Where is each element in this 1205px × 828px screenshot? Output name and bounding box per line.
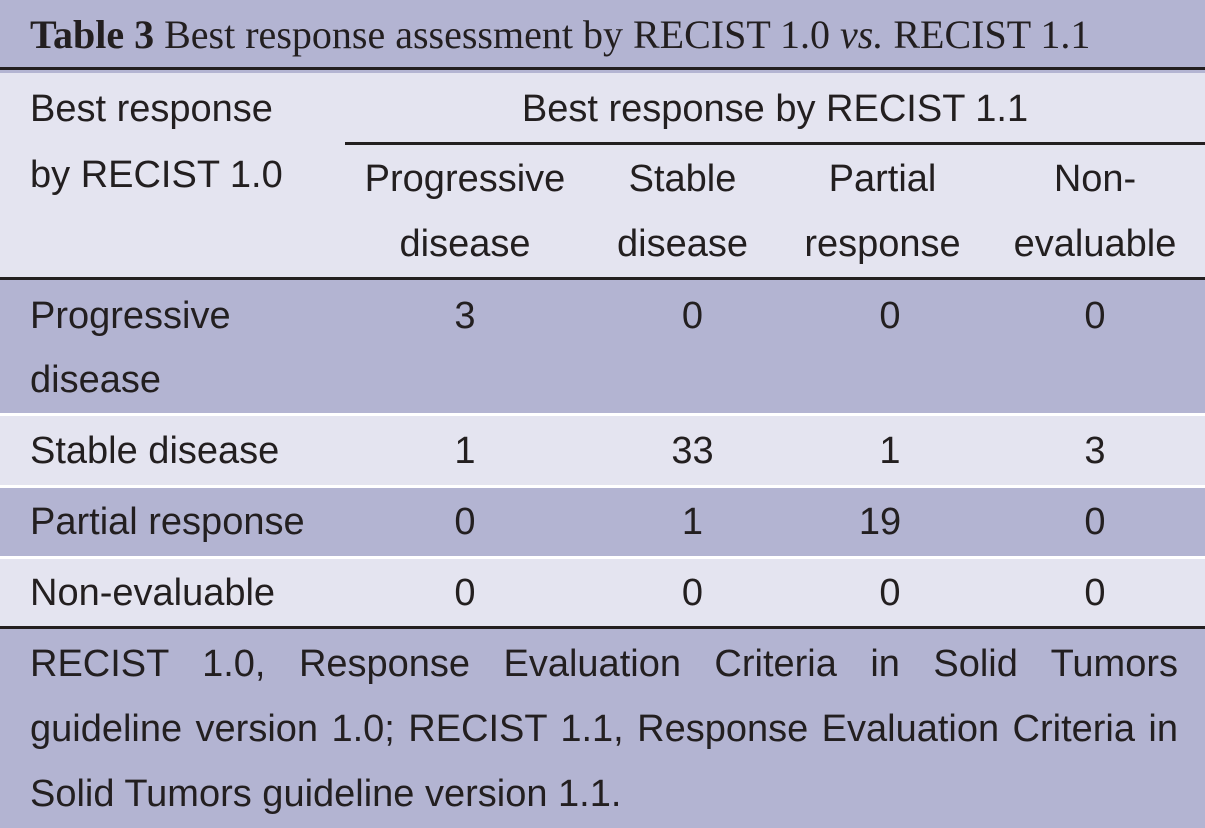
row-label: Stable disease xyxy=(30,430,280,472)
row-separator xyxy=(0,556,1205,559)
table-cell: 0 xyxy=(454,501,476,543)
column-group-rule xyxy=(345,142,1205,145)
row-separator xyxy=(0,485,1205,488)
row-band-4 xyxy=(0,559,1205,626)
table-cell: 3 xyxy=(1084,430,1106,472)
table-title-text-after: RECIST 1.1 xyxy=(893,12,1091,57)
column-header: Non- xyxy=(1053,158,1137,200)
table-cell: 0 xyxy=(879,572,901,614)
row-label: disease xyxy=(30,359,161,401)
table-cell: 3 xyxy=(454,295,476,337)
row-band-1 xyxy=(0,280,1205,413)
table-footnote: RECIST 1.0, Response Evaluation Criteria… xyxy=(30,643,1178,815)
table-cell: 0 xyxy=(681,572,704,614)
header-bottom-rule xyxy=(0,277,1205,280)
column-group-header: Best response by RECIST 1.1 xyxy=(521,88,1029,130)
table-cell: 0 xyxy=(1084,572,1106,614)
row-label: Non-evaluable xyxy=(30,572,276,614)
row-label: Progressive xyxy=(30,295,231,337)
column-header: evaluable xyxy=(1013,223,1177,265)
table-cell: 19 xyxy=(858,501,902,543)
row-header-line2: by RECIST 1.0 xyxy=(30,154,283,196)
table-cell: 33 xyxy=(671,430,714,472)
column-header: Progressive xyxy=(364,158,566,200)
table-title-text-before: Best response assessment by RECIST 1.0 xyxy=(164,12,831,57)
row-separator xyxy=(0,413,1205,416)
table-cell: 0 xyxy=(1084,501,1106,543)
table-cell: 1 xyxy=(454,430,476,472)
table-cell: 1 xyxy=(879,430,901,472)
column-header: Stable xyxy=(628,158,737,200)
row-label: Partial response xyxy=(30,501,305,543)
table-cell: 0 xyxy=(879,295,901,337)
table-cell: 0 xyxy=(681,295,704,337)
table-title-italic: vs. xyxy=(840,12,884,57)
table-title: Table 3 Best response assessment by RECI… xyxy=(0,0,1205,70)
row-band-3 xyxy=(0,488,1205,556)
column-header: disease xyxy=(399,223,531,265)
table-cell: 1 xyxy=(681,501,704,543)
column-header: Partial xyxy=(828,158,937,200)
header-band xyxy=(0,73,1205,277)
row-header-line1: Best response xyxy=(30,88,273,130)
row-band-2 xyxy=(0,416,1205,485)
table-cell: 0 xyxy=(1084,295,1106,337)
table-cell: 0 xyxy=(454,572,476,614)
table-bottom-rule xyxy=(0,626,1205,629)
column-header: disease xyxy=(617,223,748,265)
column-header: response xyxy=(804,223,961,265)
table-label: Table 3 xyxy=(30,12,155,57)
